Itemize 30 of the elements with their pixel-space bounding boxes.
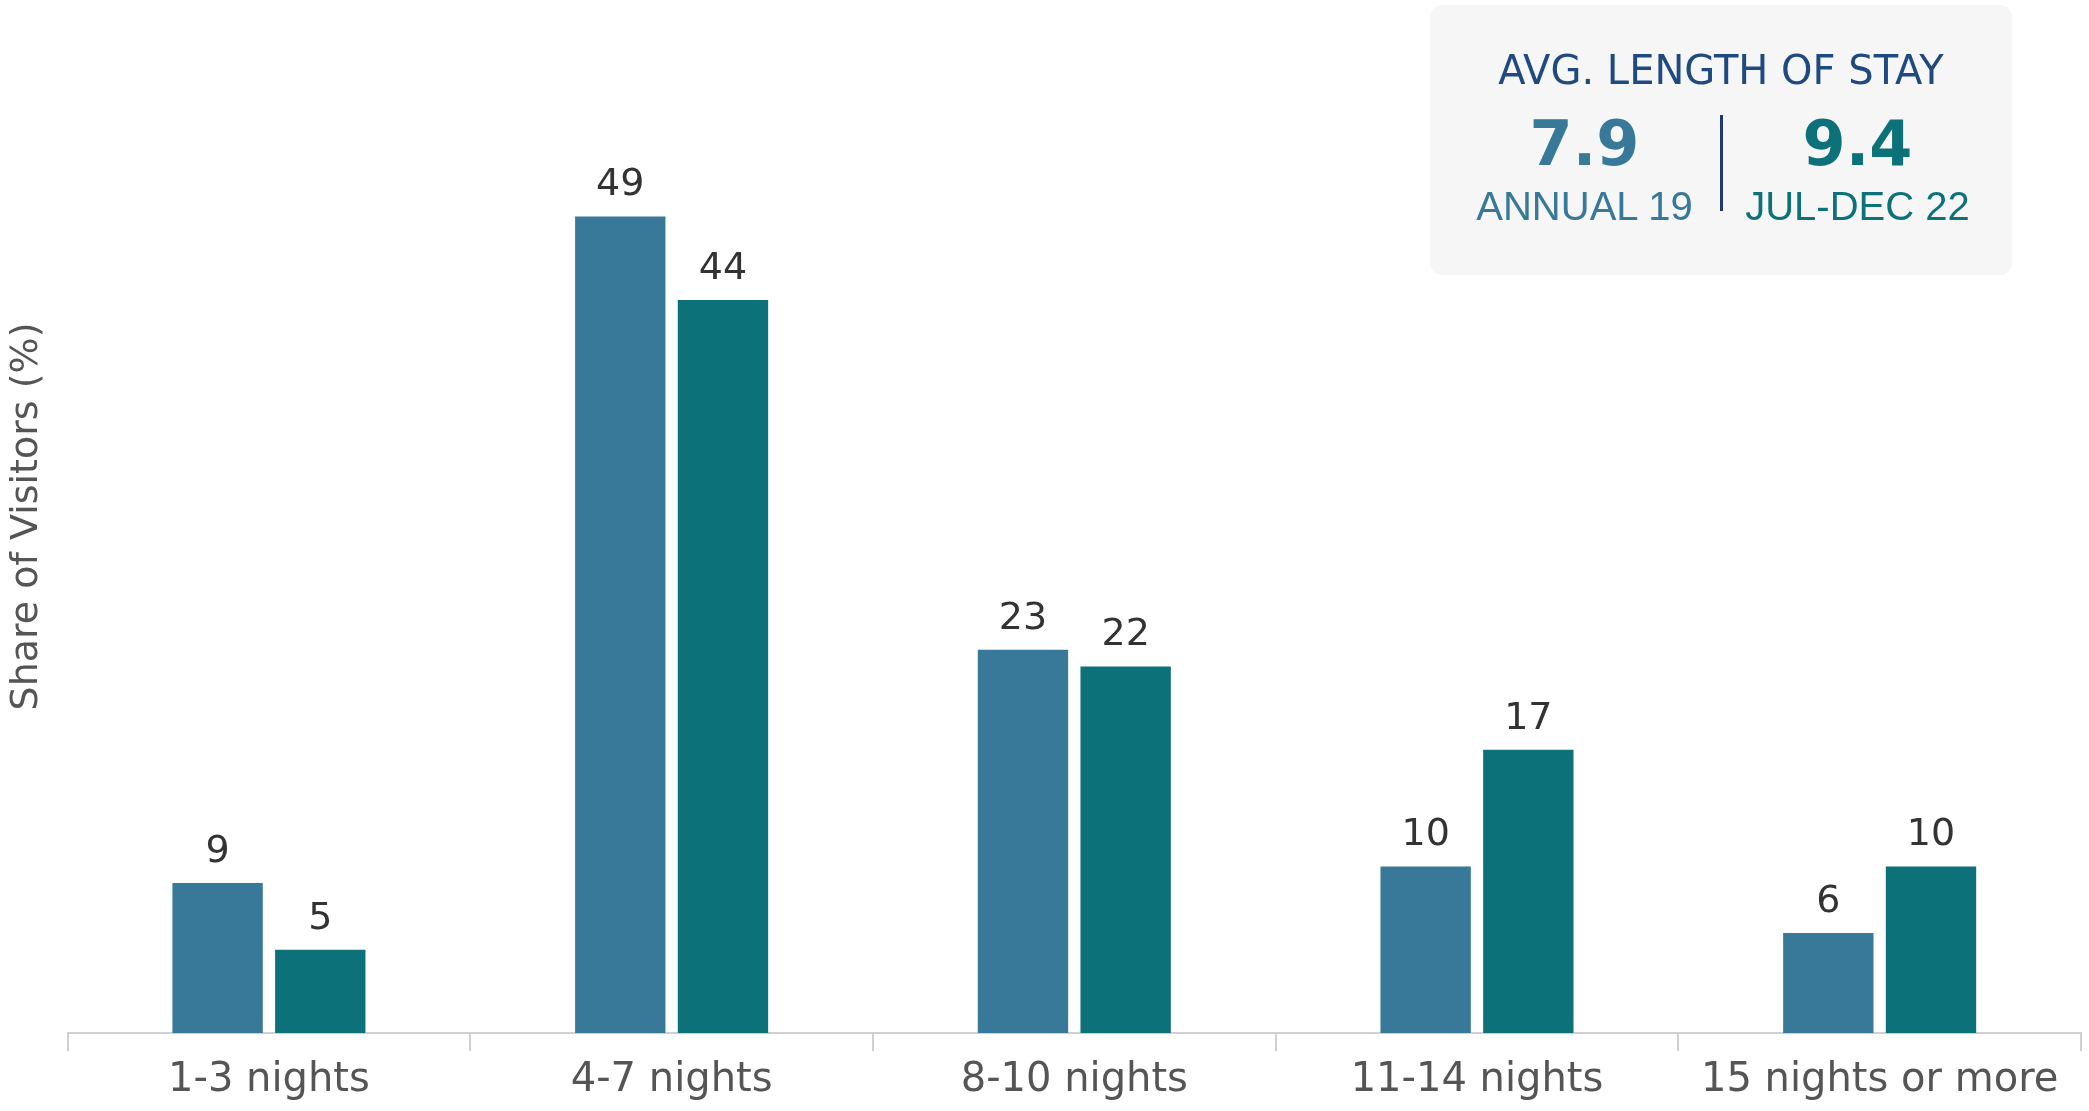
x-tick-label: 8-10 nights: [960, 1054, 1188, 1101]
annotation: AVG. LENGTH OF STAY: [1497, 47, 1945, 93]
data-label: 49: [596, 160, 645, 205]
data-label: 23: [998, 593, 1048, 638]
x-tick-label: 11-14 nights: [1350, 1054, 1604, 1101]
bar: [1483, 749, 1574, 1033]
bar: [1885, 866, 1977, 1033]
annotation: 7.9: [1528, 107, 1641, 180]
x-tick-label: 15 nights or more: [1701, 1054, 2059, 1101]
x-tick-label: 4-7 nights: [570, 1054, 773, 1101]
bar: [977, 649, 1069, 1033]
data-label: 17: [1504, 693, 1553, 738]
data-label: 22: [1101, 610, 1150, 655]
data-label: 44: [698, 243, 748, 288]
bar: [275, 949, 366, 1033]
bar: [1080, 666, 1171, 1033]
bar: [1380, 866, 1471, 1033]
data-label: 9: [205, 826, 230, 871]
data-label: 6: [1816, 876, 1841, 921]
data-label: 10: [1906, 810, 1956, 855]
summary-card: AVG. LENGTH OF STAY 7.9 ANNUAL 19 9.4 JUL-DEC 22: [1430, 5, 2012, 275]
bar: [677, 299, 769, 1033]
annotation: 9.4: [1801, 107, 1914, 180]
x-tick-label: 1-3 nights: [168, 1054, 370, 1101]
bar: [172, 883, 263, 1033]
y-axis-title: Share of Visitors (%): [1, 322, 46, 711]
data-label: 10: [1401, 810, 1450, 855]
bar: [1783, 933, 1874, 1033]
bar: [575, 216, 666, 1033]
data-label: 5: [308, 893, 333, 938]
